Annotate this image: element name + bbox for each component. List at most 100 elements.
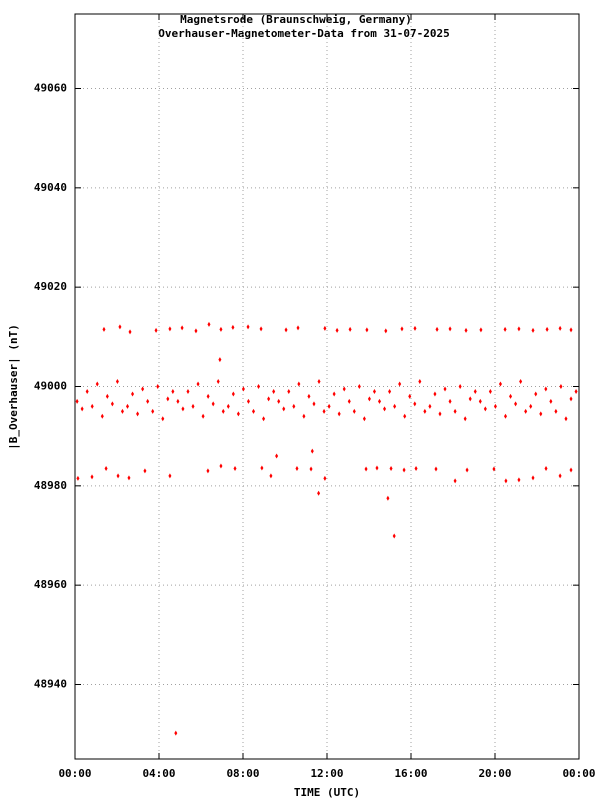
y-tick-label: 49020 [34, 280, 67, 293]
data-point [372, 388, 376, 394]
chart-title: Magnetsrode (Braunschweig, Germany) [180, 13, 412, 26]
data-point [218, 357, 222, 363]
data-point [309, 466, 313, 472]
data-point [296, 325, 300, 331]
data-point [364, 466, 368, 472]
data-point [80, 406, 84, 412]
data-point [85, 388, 89, 394]
data-point [161, 416, 165, 422]
data-point [211, 401, 215, 407]
data-point [327, 403, 331, 409]
data-point [448, 326, 452, 332]
data-point [365, 327, 369, 333]
data-point [275, 453, 279, 459]
data-point [317, 379, 321, 385]
y-tick-label: 48960 [34, 578, 67, 591]
data-point [246, 324, 250, 330]
data-point [110, 401, 114, 407]
data-point [115, 379, 119, 385]
data-point [337, 411, 341, 417]
data-point [488, 388, 492, 394]
data-point [307, 393, 311, 399]
data-point [423, 408, 427, 414]
data-point [186, 388, 190, 394]
data-point [104, 465, 108, 471]
y-axis-label: |B_Overhauser| (nT) [7, 324, 20, 450]
data-point [233, 465, 237, 471]
data-point [206, 393, 210, 399]
data-point [388, 388, 392, 394]
x-tick-label: 04:00 [142, 767, 175, 780]
data-point [558, 473, 562, 479]
data-point [236, 411, 240, 417]
data-point [219, 326, 223, 332]
data-point [478, 398, 482, 404]
data-point [375, 465, 379, 471]
x-tick-label: 00:00 [58, 767, 91, 780]
data-point [191, 403, 195, 409]
data-point [292, 403, 296, 409]
data-point [105, 393, 109, 399]
data-point [413, 401, 417, 407]
data-point [378, 398, 381, 404]
x-tick-label: 00:00 [562, 767, 595, 780]
data-point [297, 381, 301, 387]
data-point [131, 391, 135, 397]
data-point [317, 490, 321, 496]
data-point [118, 324, 122, 330]
data-point [517, 326, 521, 332]
data-point [402, 467, 406, 473]
data-point [569, 396, 573, 402]
data-point [524, 408, 528, 414]
plot-border [74, 13, 580, 760]
data-point [166, 396, 170, 402]
data-point [549, 398, 553, 404]
data-point [347, 398, 351, 404]
data-point [483, 406, 487, 412]
data-point [323, 325, 327, 331]
data-point [194, 328, 198, 334]
data-point [120, 408, 124, 414]
data-point [514, 401, 518, 407]
data-point [519, 379, 523, 385]
data-point [434, 466, 438, 472]
data-point [458, 384, 462, 389]
data-point [531, 475, 535, 481]
data-point [168, 326, 172, 332]
data-point [95, 381, 99, 387]
data-point [453, 478, 457, 484]
data-point [322, 408, 326, 414]
data-point [246, 398, 250, 404]
data-point [127, 475, 131, 481]
data-point [529, 403, 533, 409]
data-point [367, 396, 371, 402]
y-tick-label: 49000 [34, 380, 67, 393]
data-point [393, 403, 397, 409]
y-tick-label: 49060 [34, 82, 67, 95]
data-point [90, 403, 94, 409]
data-point [102, 326, 106, 332]
data-point [332, 391, 336, 397]
data-point [398, 381, 402, 387]
data-point [201, 413, 205, 419]
data-point [295, 465, 299, 471]
data-point [312, 401, 316, 407]
data-point [272, 388, 276, 394]
data-point [277, 398, 281, 404]
data-point [463, 416, 467, 422]
data-point [392, 533, 396, 539]
data-point [539, 411, 543, 417]
data-point [126, 403, 129, 409]
data-point [259, 326, 263, 332]
data-point [143, 468, 147, 474]
data-point [216, 379, 220, 385]
x-tick-label: 20:00 [478, 767, 511, 780]
data-point [151, 408, 155, 414]
data-point [176, 398, 180, 404]
data-point [517, 477, 521, 483]
data-point [493, 403, 497, 409]
data-point [569, 467, 573, 473]
data-point [146, 398, 150, 404]
data-point [168, 473, 172, 479]
y-tick-label: 48940 [34, 678, 67, 691]
